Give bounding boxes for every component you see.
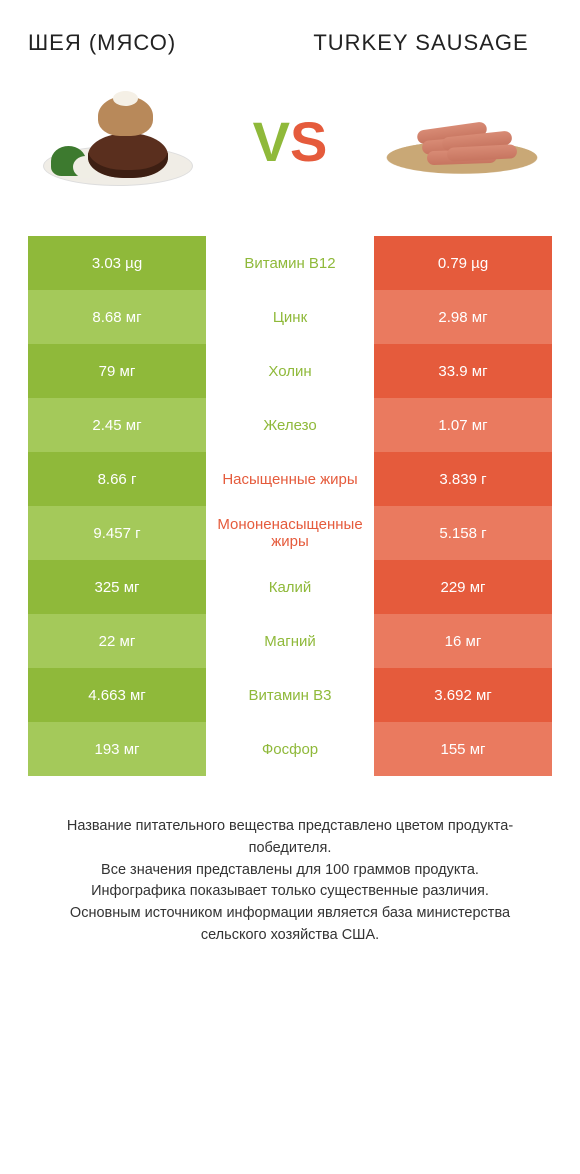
table-row: 22 мгМагний16 мг <box>28 614 552 668</box>
value-left: 8.68 мг <box>28 290 206 344</box>
title-row: ШЕЯ (МЯСО) TURKEY SAUSAGE <box>28 30 552 56</box>
value-right: 1.07 мг <box>374 398 552 452</box>
value-right: 229 мг <box>374 560 552 614</box>
value-left: 193 мг <box>28 722 206 776</box>
table-row: 8.68 мгЦинк2.98 мг <box>28 290 552 344</box>
nutrient-label: Мононенасыщенные жиры <box>206 506 374 560</box>
value-left: 22 мг <box>28 614 206 668</box>
footer-line: Инфографика показывает только существенн… <box>38 881 542 903</box>
nutrient-label: Железо <box>206 398 374 452</box>
table-row: 4.663 мгВитамин B33.692 мг <box>28 668 552 722</box>
table-row: 2.45 мгЖелезо1.07 мг <box>28 398 552 452</box>
footer-text: Название питательного вещества представл… <box>28 816 552 947</box>
value-right: 5.158 г <box>374 506 552 560</box>
footer-line: Основным источником информации является … <box>38 903 542 947</box>
value-right: 16 мг <box>374 614 552 668</box>
nutrient-label: Насыщенные жиры <box>206 452 374 506</box>
nutrient-label: Витамин B12 <box>206 236 374 290</box>
vs-label: VS <box>253 109 328 174</box>
hero-row: VS <box>28 86 552 196</box>
footer-line: Название питательного вещества представл… <box>38 816 542 860</box>
footer-line: Все значения представлены для 100 граммо… <box>38 860 542 882</box>
value-right: 155 мг <box>374 722 552 776</box>
value-left: 4.663 мг <box>28 668 206 722</box>
nutrient-label: Цинк <box>206 290 374 344</box>
table-row: 79 мгХолин33.9 мг <box>28 344 552 398</box>
table-row: 3.03 µgВитамин B120.79 µg <box>28 236 552 290</box>
value-right: 2.98 мг <box>374 290 552 344</box>
value-left: 79 мг <box>28 344 206 398</box>
comparison-table: 3.03 µgВитамин B120.79 µg8.68 мгЦинк2.98… <box>28 236 552 776</box>
value-left: 8.66 г <box>28 452 206 506</box>
product-left-title: ШЕЯ (МЯСО) <box>28 30 290 56</box>
value-right: 3.692 мг <box>374 668 552 722</box>
food-left-image <box>38 86 198 196</box>
nutrient-label: Магний <box>206 614 374 668</box>
nutrient-label: Витамин B3 <box>206 668 374 722</box>
value-left: 2.45 мг <box>28 398 206 452</box>
nutrient-label: Фосфор <box>206 722 374 776</box>
nutrient-label: Холин <box>206 344 374 398</box>
value-right: 33.9 мг <box>374 344 552 398</box>
nutrient-label: Калий <box>206 560 374 614</box>
product-right-title: TURKEY SAUSAGE <box>290 30 552 56</box>
table-row: 325 мгКалий229 мг <box>28 560 552 614</box>
value-left: 325 мг <box>28 560 206 614</box>
food-right-image <box>382 86 542 196</box>
table-row: 9.457 гМононенасыщенные жиры5.158 г <box>28 506 552 560</box>
value-left: 9.457 г <box>28 506 206 560</box>
value-left: 3.03 µg <box>28 236 206 290</box>
table-row: 193 мгФосфор155 мг <box>28 722 552 776</box>
table-row: 8.66 гНасыщенные жиры3.839 г <box>28 452 552 506</box>
value-right: 3.839 г <box>374 452 552 506</box>
value-right: 0.79 µg <box>374 236 552 290</box>
